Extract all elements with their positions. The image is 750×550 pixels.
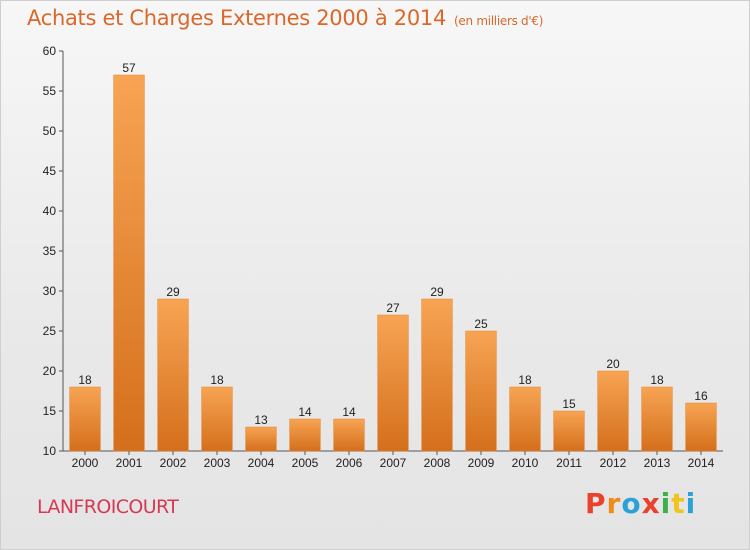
x-tick-label: 2004 bbox=[248, 456, 275, 470]
x-tick-label: 2014 bbox=[688, 456, 715, 470]
y-tick-label: 45 bbox=[43, 164, 57, 178]
bars bbox=[69, 74, 717, 452]
bar-value-label: 18 bbox=[650, 373, 664, 387]
bar-value-label: 13 bbox=[254, 413, 268, 427]
x-tick-label: 2008 bbox=[424, 456, 451, 470]
bar bbox=[509, 386, 541, 452]
bar bbox=[113, 74, 145, 452]
y-tick-label: 55 bbox=[43, 84, 57, 98]
data-labels: 18 57 29 18 13 14 14 27 29 25 18 15 20 18 16 bbox=[78, 61, 708, 427]
x-tick-label: 2002 bbox=[160, 456, 187, 470]
bar-value-label: 16 bbox=[694, 389, 708, 403]
x-axis: 2000 2001 2002 2003 2004 2005 2006 2007 2008 2009… bbox=[63, 450, 723, 470]
bar bbox=[201, 386, 233, 452]
y-tick-label: 35 bbox=[43, 244, 57, 258]
bar-value-label: 18 bbox=[518, 373, 532, 387]
y-tick-label: 25 bbox=[43, 324, 57, 338]
bar-value-label: 25 bbox=[474, 317, 488, 331]
brand-letter: x bbox=[641, 487, 661, 520]
brand-letter: i bbox=[660, 487, 672, 520]
bar-value-label: 27 bbox=[386, 301, 400, 315]
chart-title-text: Achats et Charges Externes 2000 à 2014 bbox=[27, 6, 447, 30]
x-tick-label: 2000 bbox=[72, 456, 99, 470]
chart-title: Achats et Charges Externes 2000 à 2014 (e… bbox=[27, 6, 543, 30]
chart-unit: (en milliers d'€) bbox=[454, 14, 544, 28]
bar bbox=[333, 418, 365, 452]
x-tick-label: 2012 bbox=[600, 456, 627, 470]
x-tick-label: 2005 bbox=[292, 456, 319, 470]
x-tick-label: 2006 bbox=[336, 456, 363, 470]
brand-letter: o bbox=[621, 487, 642, 520]
bar bbox=[641, 386, 673, 452]
y-tick-label: 15 bbox=[43, 404, 57, 418]
bar-value-label: 57 bbox=[122, 61, 136, 75]
bar bbox=[685, 402, 717, 452]
brand-letter: P bbox=[585, 487, 607, 520]
x-tick-label: 2007 bbox=[380, 456, 407, 470]
bar bbox=[289, 418, 321, 452]
bar bbox=[597, 370, 629, 452]
brand-letter: t bbox=[671, 487, 686, 520]
y-axis: 10 15 20 25 30 35 40 45 50 55 60 bbox=[43, 44, 64, 458]
bar-value-label: 29 bbox=[430, 285, 444, 299]
y-tick-label: 50 bbox=[43, 124, 57, 138]
x-tick-label: 2010 bbox=[512, 456, 539, 470]
brand-letter: r bbox=[606, 487, 622, 520]
x-tick-label: 2001 bbox=[116, 456, 143, 470]
bar-value-label: 29 bbox=[166, 285, 180, 299]
bar-value-label: 18 bbox=[210, 373, 224, 387]
commune-name: LANFROICOURT bbox=[37, 496, 179, 518]
bar bbox=[421, 298, 453, 452]
bar bbox=[553, 410, 585, 452]
y-tick-label: 40 bbox=[43, 204, 57, 218]
bar bbox=[377, 314, 409, 452]
bar bbox=[245, 426, 277, 452]
bar bbox=[157, 298, 189, 452]
y-tick-label: 20 bbox=[43, 364, 57, 378]
y-tick-label: 60 bbox=[43, 44, 57, 58]
bar-value-label: 14 bbox=[298, 405, 312, 419]
brand-letter: i bbox=[685, 487, 697, 520]
bar-value-label: 20 bbox=[606, 357, 620, 371]
bar-value-label: 14 bbox=[342, 405, 356, 419]
x-tick-label: 2013 bbox=[644, 456, 671, 470]
y-tick-label: 30 bbox=[43, 284, 57, 298]
bar bbox=[465, 330, 497, 452]
bar bbox=[69, 386, 101, 452]
x-tick-label: 2003 bbox=[204, 456, 231, 470]
bar-value-label: 15 bbox=[562, 397, 576, 411]
x-tick-label: 2011 bbox=[556, 456, 582, 470]
bar-value-label: 18 bbox=[78, 373, 92, 387]
x-tick-label: 2009 bbox=[468, 456, 495, 470]
y-tick-label: 10 bbox=[43, 444, 57, 458]
proxiti-logo[interactable]: Proxiti bbox=[585, 487, 696, 520]
